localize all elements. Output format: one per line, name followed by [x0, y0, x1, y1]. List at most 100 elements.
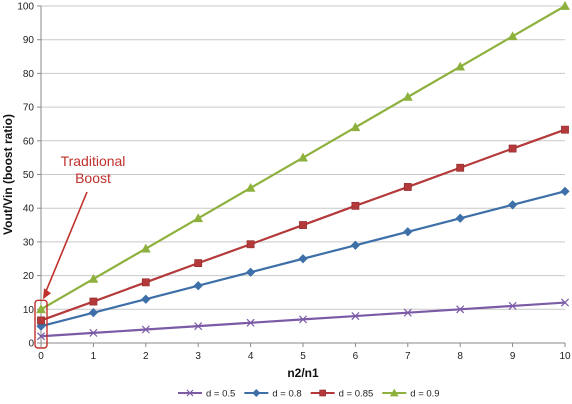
- data-point: [193, 213, 204, 223]
- data-point: [456, 305, 465, 314]
- y-tick-label: 80: [23, 69, 35, 80]
- series-d-0-85: [37, 125, 569, 325]
- legend-label: d = 0.85: [339, 389, 374, 400]
- marker-stroke: [508, 301, 517, 310]
- data-point: [403, 308, 412, 317]
- x-tick-label: 8: [457, 351, 463, 362]
- y-tick-label: 50: [23, 170, 35, 181]
- y-tick-label: 20: [23, 271, 35, 282]
- data-point: [88, 308, 99, 318]
- marker-stroke: [194, 322, 203, 331]
- data-point: [298, 315, 308, 324]
- data-point: [88, 273, 99, 283]
- data-point: [508, 144, 517, 153]
- marker-stroke: [36, 332, 46, 341]
- data-point: [36, 332, 46, 341]
- legend-item: d = 0.8: [244, 389, 302, 400]
- legend-item: d = 0.5: [178, 389, 235, 400]
- y-tick-label: 10: [23, 305, 35, 316]
- data-point: [351, 312, 360, 321]
- y-tick-label: 100: [17, 2, 34, 13]
- legend-item: d = 0.9: [382, 388, 440, 400]
- data-point: [36, 304, 46, 314]
- legend-label: d = 0.9: [410, 389, 439, 400]
- data-point: [298, 152, 308, 162]
- data-point: [141, 278, 150, 287]
- data-point: [351, 201, 360, 210]
- y-tick-label: 30: [23, 237, 35, 248]
- data-point: [403, 227, 413, 237]
- marker-stroke: [403, 308, 412, 317]
- y-tick-label: 70: [23, 103, 35, 114]
- x-axis-title: n2/n1: [287, 366, 319, 380]
- legend-item: d = 0.85: [310, 389, 374, 400]
- x-tick-label: 2: [143, 351, 149, 362]
- marker-stroke: [298, 315, 308, 324]
- annotation-arrow-shaft: [45, 191, 88, 292]
- legend-marker: [186, 389, 194, 397]
- data-point: [508, 301, 517, 310]
- data-point: [246, 318, 255, 327]
- x-tick-label: 7: [405, 351, 411, 362]
- data-point: [141, 325, 150, 334]
- data-point: [403, 183, 412, 191]
- y-axis-title: Vout/Vin (boost ratio): [1, 114, 15, 235]
- data-point: [193, 281, 203, 291]
- data-point: [560, 0, 570, 10]
- marker-stroke: [456, 305, 465, 314]
- y-tick-label: 0: [28, 339, 34, 350]
- annotation-highlight-box: [34, 299, 48, 349]
- legend-label: d = 0.5: [206, 389, 235, 400]
- data-point: [245, 182, 256, 192]
- data-point: [89, 297, 98, 306]
- data-point: [507, 200, 518, 210]
- x-tick-label: 10: [559, 351, 571, 362]
- data-point: [455, 213, 465, 223]
- data-point: [246, 240, 255, 249]
- y-tick-label: 40: [23, 204, 35, 215]
- annotation-text-line: Traditional: [61, 153, 126, 169]
- annotation-arrowhead: [43, 288, 51, 300]
- marker-stroke: [560, 298, 570, 307]
- marker-stroke: [246, 318, 255, 327]
- x-tick-label: 3: [195, 351, 201, 362]
- data-point: [350, 240, 361, 250]
- data-point: [455, 61, 466, 71]
- series-d-0-5: [36, 298, 570, 341]
- x-tick-label: 4: [248, 351, 254, 362]
- series: [36, 0, 570, 341]
- data-point: [194, 259, 203, 268]
- axes: 0 10 20 30 40 50 60 70 80 90 100 0 1 2 3 4 5 6 7 8 9 10 n2/n1 V…: [1, 2, 571, 381]
- legend-marker: [319, 389, 326, 397]
- x-tick-label: 6: [353, 351, 359, 362]
- series-d-0-8: [36, 186, 570, 331]
- data-point: [89, 328, 98, 337]
- data-point: [140, 243, 151, 253]
- annotation-text-line: Boost: [75, 170, 111, 186]
- data-point: [37, 316, 45, 325]
- data-point: [402, 91, 413, 101]
- data-point: [194, 322, 203, 331]
- legend-label: d = 0.8: [272, 389, 301, 400]
- data-point: [507, 31, 518, 41]
- y-tick-label: 90: [23, 35, 35, 46]
- marker-stroke: [89, 328, 98, 337]
- data-point: [560, 298, 570, 307]
- data-point: [299, 221, 307, 229]
- marker-stroke: [186, 389, 194, 397]
- data-point: [350, 122, 361, 132]
- data-point: [298, 254, 308, 264]
- x-tick-label: 0: [38, 351, 44, 362]
- marker-stroke: [351, 312, 360, 321]
- x-tick-label: 9: [510, 351, 516, 362]
- y-tick-label: 60: [23, 136, 35, 147]
- legend-marker: [389, 388, 399, 397]
- x-tick-label: 1: [91, 351, 97, 362]
- data-point: [141, 294, 151, 304]
- gridlines: [41, 5, 565, 310]
- x-tick-label: 5: [300, 351, 306, 362]
- data-point: [245, 267, 256, 277]
